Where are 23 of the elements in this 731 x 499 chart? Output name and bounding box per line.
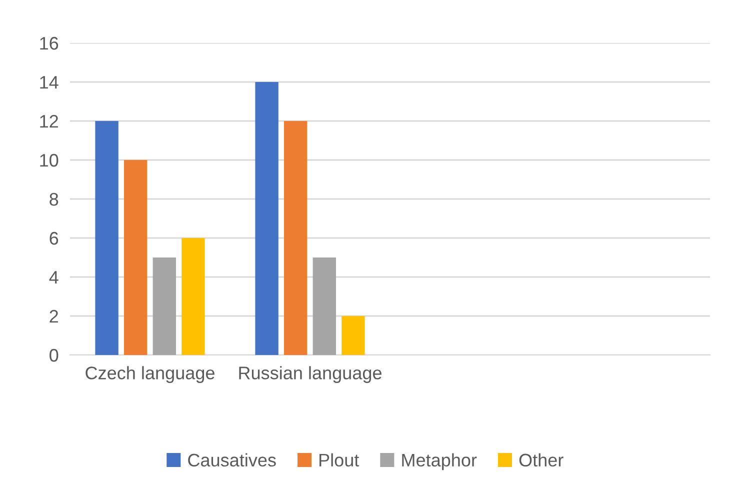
y-tick-label: 6 xyxy=(50,232,58,245)
y-tick-label: 2 xyxy=(50,310,58,323)
legend-label: Plout xyxy=(320,453,360,467)
bar xyxy=(182,238,205,355)
bar xyxy=(124,160,148,355)
bar xyxy=(312,258,336,355)
bar xyxy=(284,121,308,355)
bar xyxy=(255,82,278,355)
y-tick-label: 16 xyxy=(40,36,58,50)
y-tick-label: 0 xyxy=(50,348,58,362)
bar xyxy=(152,258,176,355)
x-tick-label: Czech language xyxy=(86,366,214,383)
y-tick-label: 12 xyxy=(40,114,58,128)
y-tick-label: 14 xyxy=(40,76,58,89)
legend-label: Other xyxy=(519,453,564,467)
y-tick-label: 4 xyxy=(49,271,58,284)
legend-label: Metaphor xyxy=(402,453,477,470)
bar xyxy=(95,121,118,355)
x-tick-label: Russian language xyxy=(239,366,382,383)
bar xyxy=(342,316,365,355)
y-tick-label: 10 xyxy=(40,154,58,167)
y-tick-label: 8 xyxy=(50,192,58,206)
legend-label: Causatives xyxy=(188,453,276,467)
